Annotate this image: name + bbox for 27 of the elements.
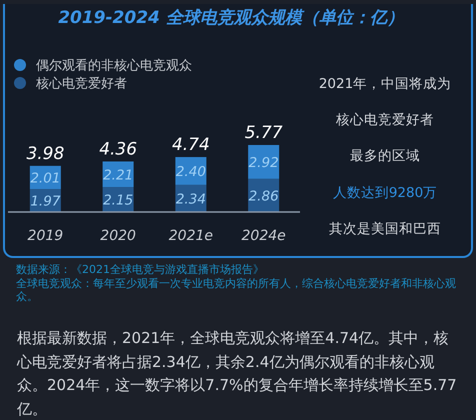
legend-label: 核心电竞爱好者 [35, 76, 127, 92]
total-label: 5.77 [244, 123, 283, 143]
text: 根据最新数据，2021年，全球电竞观众将增至4.74亿。其中，核心电竞爱好者将占据2.34亿，其余2.4亿为偶尔观看的非核心观众。2024年，这一数字将以7.7%的复合年增长率持续增长至5.77亿。 [17, 328, 458, 420]
legend-label: 偶尔观看的非核心电竞观众 [36, 58, 192, 74]
total-label: 4.36 [99, 139, 138, 160]
text: 其次是美国和巴西 [329, 221, 441, 237]
total-label: 4.74 [172, 135, 210, 156]
text: 核心电竞爱好者 [335, 112, 434, 128]
chart-title: 2019-2024 全球电竞观众规模（单位：亿） [58, 8, 404, 28]
data-label: 2.92 [248, 154, 279, 171]
x-tick-label: 2019 [28, 228, 64, 244]
text: 全球电竞观众：每年至少观看一次专业电竞内容的所有人，综合核心电竞爱好者和非核心观众。 [16, 276, 457, 304]
text: 最多的区域 [350, 148, 420, 164]
data-label: 2.34 [176, 191, 206, 208]
text: 人数达到9280万 [332, 185, 438, 201]
x-tick-label: 2021e [168, 228, 213, 244]
data-label: 2.86 [248, 188, 279, 204]
x-tick-label: 2020 [100, 228, 136, 244]
data-label: 1.97 [30, 194, 61, 210]
data-label: 2.21 [103, 167, 134, 184]
x-tick-label: 2024e [242, 228, 286, 244]
data-label: 2.15 [103, 192, 134, 209]
data-label: 2.01 [30, 170, 60, 187]
total-label: 3.98 [26, 144, 64, 164]
text: 2021年，中国将成为 [318, 76, 452, 92]
source-note: 数据来源：《2021全球电竞与游戏直播市场报告》 [16, 263, 265, 276]
data-label: 2.40 [176, 164, 206, 180]
